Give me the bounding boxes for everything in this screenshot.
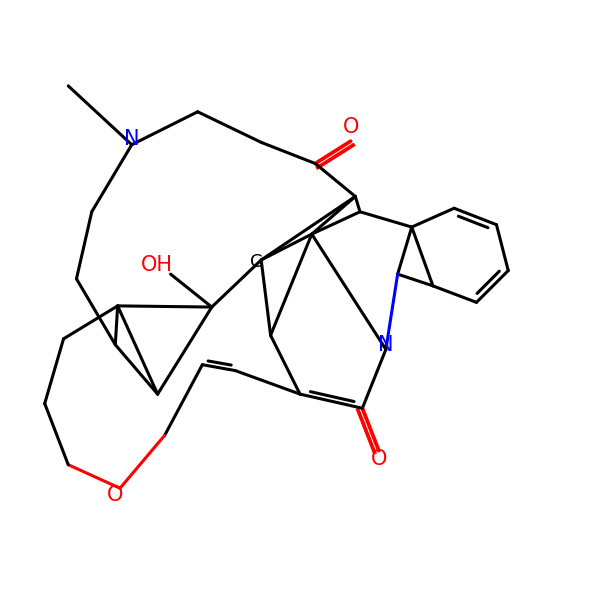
Text: C: C	[250, 253, 263, 271]
Text: OH: OH	[140, 255, 172, 275]
Text: N: N	[124, 129, 140, 149]
Text: O: O	[371, 449, 387, 469]
Text: O: O	[107, 485, 124, 505]
Text: N: N	[378, 335, 394, 355]
Text: O: O	[343, 117, 359, 137]
